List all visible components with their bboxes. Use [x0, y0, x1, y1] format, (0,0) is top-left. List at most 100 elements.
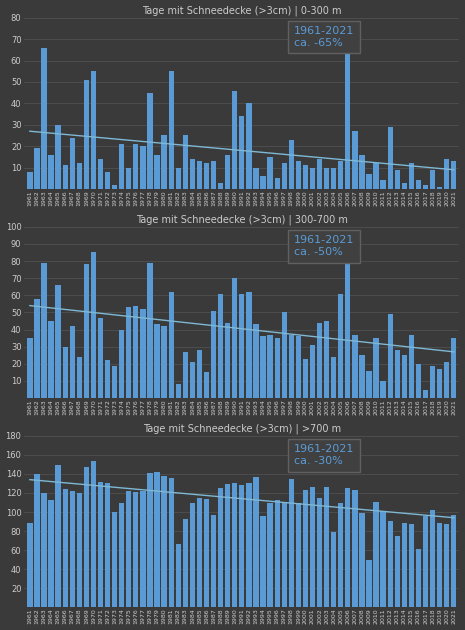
Bar	[282, 501, 287, 607]
Bar	[331, 168, 336, 189]
Bar	[225, 323, 230, 398]
Bar	[84, 265, 89, 398]
Bar	[147, 263, 153, 398]
Bar	[289, 335, 294, 398]
Bar	[246, 483, 252, 607]
Bar	[168, 71, 174, 189]
Bar	[133, 492, 139, 607]
Bar	[282, 163, 287, 189]
Title: Tage mit Schneedecke (>3cm) | 0-300 m: Tage mit Schneedecke (>3cm) | 0-300 m	[142, 6, 342, 16]
Bar	[34, 474, 40, 607]
Bar	[324, 168, 329, 189]
Bar	[338, 161, 343, 189]
Bar	[204, 372, 209, 398]
Bar	[387, 127, 393, 189]
Bar	[190, 362, 195, 398]
Bar	[133, 306, 139, 398]
Bar	[451, 338, 457, 398]
Bar	[409, 524, 414, 607]
Bar	[303, 490, 308, 607]
Bar	[317, 159, 322, 189]
Text: 1961-2021
ca. -30%: 1961-2021 ca. -30%	[294, 444, 354, 466]
Bar	[48, 500, 53, 607]
Bar	[55, 466, 61, 607]
Bar	[154, 324, 159, 398]
Bar	[359, 155, 365, 189]
Bar	[289, 479, 294, 607]
Bar	[310, 168, 315, 189]
Bar	[352, 490, 358, 607]
Bar	[310, 487, 315, 607]
Bar	[91, 461, 96, 607]
Bar	[373, 338, 379, 398]
Bar	[119, 503, 124, 607]
Bar	[239, 485, 245, 607]
Bar	[183, 352, 188, 398]
Bar	[395, 536, 400, 607]
Bar	[409, 163, 414, 189]
Bar	[62, 489, 68, 607]
Bar	[133, 144, 139, 189]
Bar	[27, 172, 33, 189]
Bar	[451, 515, 457, 607]
Bar	[423, 185, 428, 189]
Bar	[77, 163, 82, 189]
Bar	[373, 501, 379, 607]
Bar	[77, 493, 82, 607]
Bar	[380, 511, 386, 607]
Bar	[444, 159, 449, 189]
Bar	[197, 498, 202, 607]
Bar	[48, 321, 53, 398]
Bar	[324, 321, 329, 398]
Bar	[70, 491, 75, 607]
Bar	[84, 80, 89, 189]
Bar	[211, 515, 216, 607]
Bar	[246, 292, 252, 398]
Bar	[119, 144, 124, 189]
Bar	[34, 299, 40, 398]
Bar	[274, 178, 280, 189]
Bar	[105, 360, 110, 398]
Bar	[140, 491, 146, 607]
Bar	[34, 148, 40, 189]
Bar	[444, 362, 449, 398]
Bar	[380, 381, 386, 398]
Bar	[267, 335, 273, 398]
Bar	[317, 323, 322, 398]
Bar	[331, 357, 336, 398]
Bar	[55, 285, 61, 398]
Bar	[345, 488, 351, 607]
Bar	[395, 350, 400, 398]
Bar	[395, 169, 400, 189]
Bar	[260, 176, 266, 189]
Bar	[91, 253, 96, 398]
Bar	[84, 467, 89, 607]
Bar	[161, 135, 167, 189]
Bar	[112, 365, 117, 398]
Bar	[345, 248, 351, 398]
Bar	[303, 166, 308, 189]
Bar	[225, 484, 230, 607]
Bar	[366, 370, 372, 398]
Bar	[437, 187, 442, 189]
Bar	[41, 263, 46, 398]
Bar	[176, 384, 181, 398]
Bar	[77, 357, 82, 398]
Bar	[338, 503, 343, 607]
Bar	[267, 157, 273, 189]
Bar	[112, 185, 117, 189]
Bar	[296, 161, 301, 189]
Bar	[48, 155, 53, 189]
Bar	[387, 520, 393, 607]
Bar	[147, 93, 153, 189]
Bar	[161, 476, 167, 607]
Bar	[239, 116, 245, 189]
Bar	[416, 180, 421, 189]
Bar	[27, 338, 33, 398]
Text: 1961-2021
ca. -50%: 1961-2021 ca. -50%	[294, 236, 354, 257]
Bar	[274, 338, 280, 398]
Bar	[119, 329, 124, 398]
Bar	[352, 335, 358, 398]
Bar	[161, 326, 167, 398]
Bar	[105, 483, 110, 607]
